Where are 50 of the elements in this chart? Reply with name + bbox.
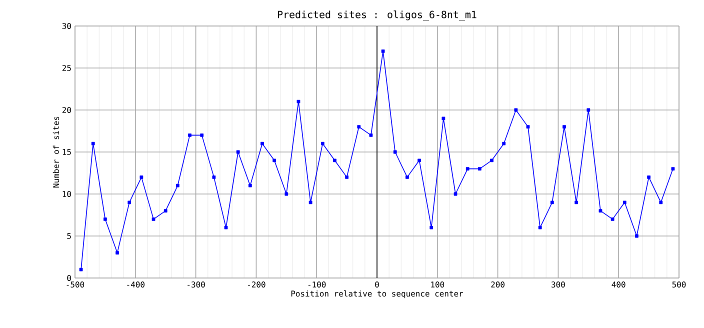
point bbox=[442, 116, 446, 120]
point bbox=[296, 100, 300, 104]
point bbox=[622, 200, 626, 204]
point bbox=[236, 150, 240, 154]
point bbox=[140, 176, 144, 179]
point bbox=[526, 125, 530, 128]
point bbox=[430, 226, 434, 230]
point bbox=[478, 167, 482, 170]
point bbox=[260, 142, 264, 146]
point bbox=[308, 200, 312, 204]
point bbox=[164, 209, 168, 212]
point bbox=[635, 234, 638, 238]
point bbox=[152, 218, 156, 221]
point bbox=[406, 176, 409, 179]
point bbox=[586, 108, 590, 112]
point bbox=[369, 134, 373, 137]
point bbox=[248, 184, 252, 188]
point bbox=[224, 226, 228, 230]
point bbox=[466, 167, 470, 170]
point bbox=[104, 218, 107, 221]
point bbox=[200, 134, 204, 137]
chart-title: Predicted sites : oligos_6-8nt_m1 bbox=[278, 10, 476, 20]
point bbox=[91, 142, 95, 146]
point bbox=[659, 200, 663, 204]
point bbox=[333, 158, 336, 162]
point bbox=[574, 200, 578, 204]
point bbox=[381, 50, 385, 53]
point bbox=[671, 167, 675, 170]
point bbox=[320, 142, 324, 146]
point bbox=[357, 125, 361, 128]
point bbox=[490, 158, 494, 162]
point bbox=[550, 200, 554, 204]
point bbox=[116, 251, 119, 254]
point bbox=[562, 125, 566, 128]
point bbox=[538, 226, 542, 230]
point bbox=[393, 150, 397, 154]
point bbox=[128, 200, 132, 204]
point bbox=[345, 176, 348, 179]
point bbox=[502, 142, 506, 146]
point bbox=[79, 268, 83, 272]
point bbox=[610, 218, 614, 221]
point bbox=[418, 158, 421, 162]
point bbox=[212, 176, 216, 179]
point bbox=[176, 184, 180, 188]
point bbox=[272, 158, 276, 162]
point bbox=[188, 134, 192, 137]
point bbox=[284, 192, 288, 196]
point bbox=[514, 108, 518, 112]
point bbox=[598, 209, 602, 212]
point bbox=[647, 176, 651, 179]
